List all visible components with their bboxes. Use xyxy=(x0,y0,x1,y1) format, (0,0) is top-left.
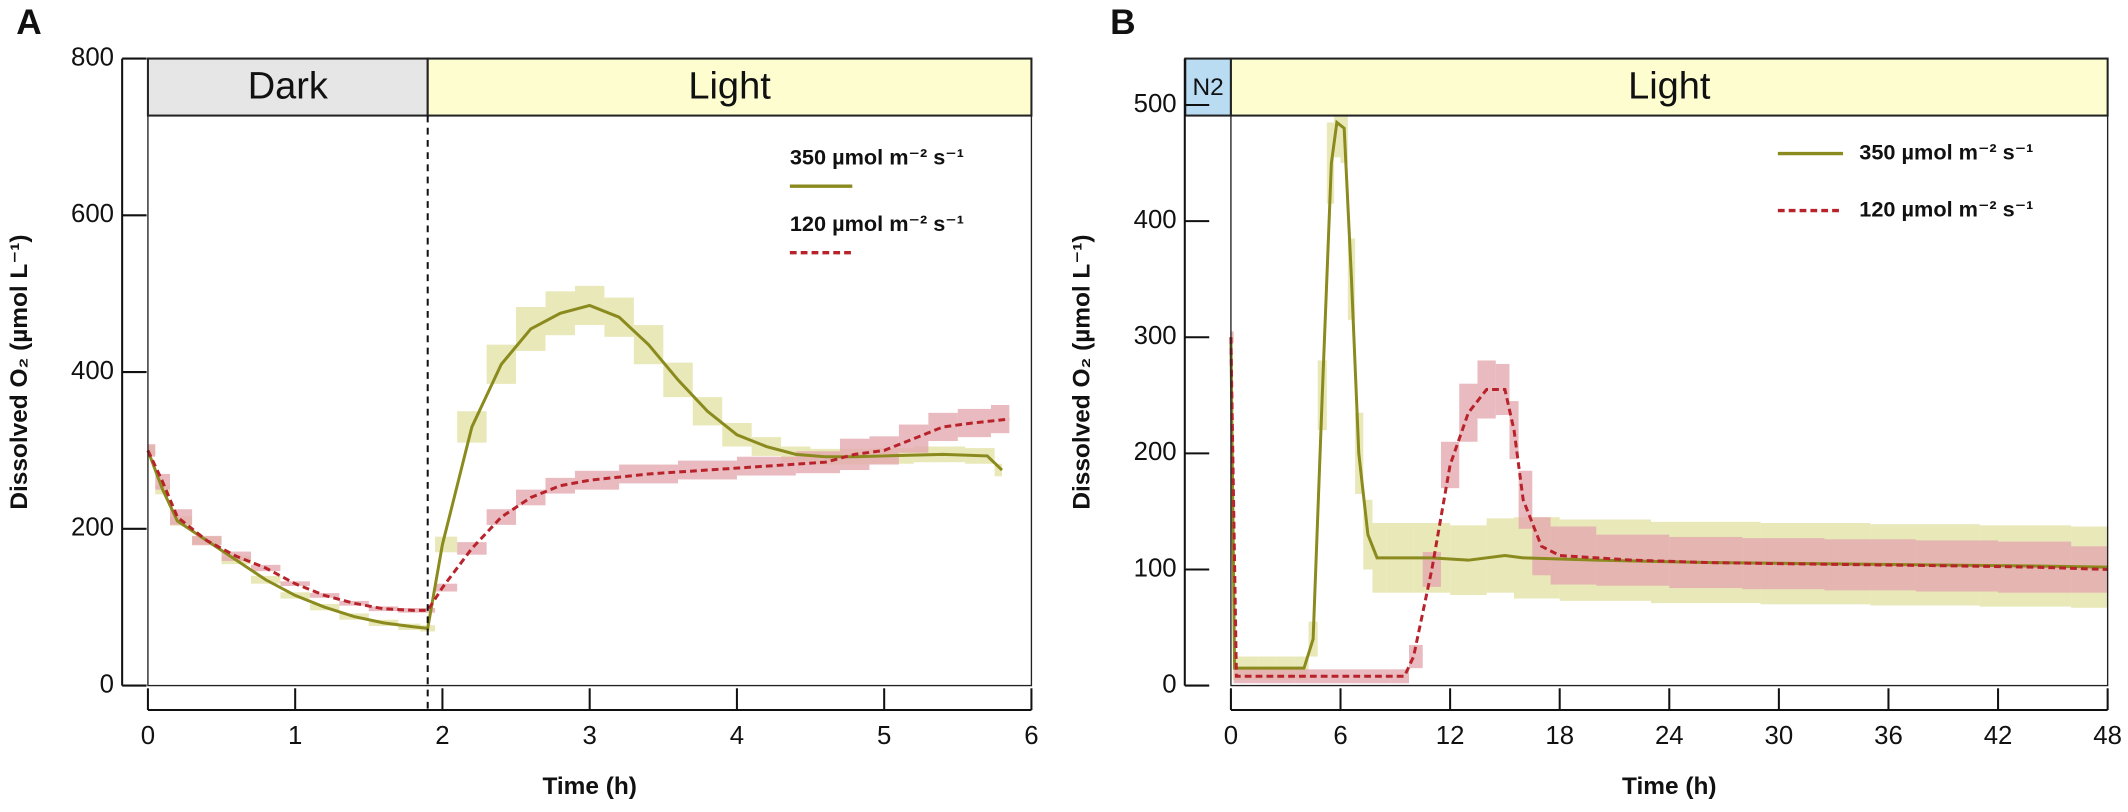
x-tick-label: 3 xyxy=(583,722,597,750)
legend-label: 120 µmol m⁻² s⁻¹ xyxy=(1859,196,2033,221)
x-tick-label: 36 xyxy=(1874,722,1903,750)
series-line xyxy=(1229,119,2108,670)
region-label: N2 xyxy=(1192,74,1223,101)
error-band xyxy=(339,600,369,606)
x-tick-label: 18 xyxy=(1545,722,1574,750)
x-axis-title: Time (h) xyxy=(542,773,636,800)
error-band xyxy=(994,463,1002,477)
region-label: Light xyxy=(688,65,771,107)
error-band xyxy=(928,412,958,442)
x-tick-label: 6 xyxy=(1333,722,1347,750)
region-box xyxy=(1229,57,2109,117)
error-band xyxy=(545,477,575,494)
error-band xyxy=(1440,441,1460,489)
error-band xyxy=(957,408,991,438)
x-tick-label: 5 xyxy=(877,722,891,750)
error-band xyxy=(368,606,399,612)
y-tick-label: 400 xyxy=(71,357,114,385)
error-band xyxy=(147,444,156,457)
y-tick-label: 800 xyxy=(71,43,114,71)
x-tick-label: 48 xyxy=(2093,722,2122,750)
error-band xyxy=(1459,383,1478,442)
y-axis-title: Dissolved O₂ (µmol L⁻¹) xyxy=(1068,235,1095,510)
region-label: Dark xyxy=(248,65,329,107)
error-band xyxy=(486,509,517,525)
error-band xyxy=(435,583,458,592)
x-tick-label: 2 xyxy=(435,722,449,750)
y-tick-label: 0 xyxy=(100,670,114,698)
x-tick-label: 1 xyxy=(288,722,302,750)
error-band xyxy=(2071,546,2108,593)
error-band xyxy=(435,536,458,553)
panel-label: B xyxy=(1110,3,1135,42)
y-tick-label: 300 xyxy=(1134,322,1177,350)
legend-label: 350 µmol m⁻² s⁻¹ xyxy=(790,145,964,170)
x-tick-label: 30 xyxy=(1765,722,1794,750)
error-band xyxy=(1495,363,1510,416)
error-band xyxy=(1233,669,1252,684)
x-tick-label: 0 xyxy=(1224,722,1238,750)
x-tick-label: 42 xyxy=(1984,722,2013,750)
region-label: Light xyxy=(1628,65,1711,107)
x-tick-label: 4 xyxy=(730,722,744,750)
series-line xyxy=(146,303,1004,630)
error-band xyxy=(457,542,487,555)
x-axis-title: Time (h) xyxy=(1622,773,1716,800)
y-tick-label: 500 xyxy=(1134,90,1177,118)
y-tick-label: 100 xyxy=(1134,554,1177,582)
x-tick-label: 12 xyxy=(1436,722,1465,750)
legend-label: 120 µmol m⁻² s⁻¹ xyxy=(790,211,964,236)
region-box xyxy=(426,57,1033,117)
error-band xyxy=(898,424,929,453)
x-tick-label: 24 xyxy=(1655,722,1684,750)
legend-label: 350 µmol m⁻² s⁻¹ xyxy=(1859,139,2033,164)
error-band xyxy=(1422,552,1441,587)
x-tick-label: 0 xyxy=(141,722,155,750)
panel-label: A xyxy=(16,3,41,42)
y-axis-title: Dissolved O₂ (µmol L⁻¹) xyxy=(6,235,33,510)
y-tick-label: 400 xyxy=(1134,206,1177,234)
error-band xyxy=(1251,669,1295,684)
x-tick-label: 6 xyxy=(1024,722,1038,750)
y-tick-label: 600 xyxy=(71,200,114,228)
y-tick-label: 200 xyxy=(1134,438,1177,466)
y-tick-label: 200 xyxy=(71,514,114,542)
y-tick-label: 0 xyxy=(1162,670,1176,698)
series-line xyxy=(1229,337,2108,678)
